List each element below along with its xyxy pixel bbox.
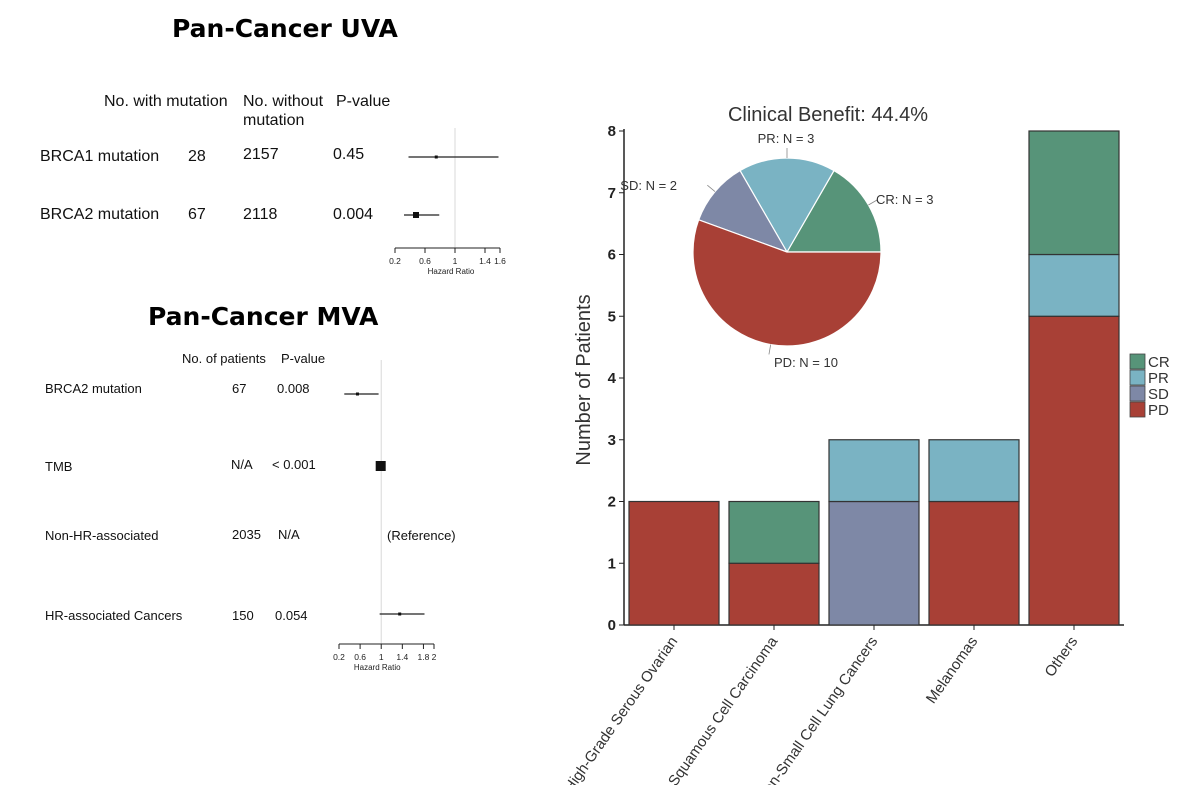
mva-title: Pan-Cancer MVA [148,302,379,331]
legend-label-cr: CR [1148,354,1170,371]
pie-label: PD: N = 10 [774,355,838,370]
uva-panel: Pan-Cancer UVA No. with mutation No. wit… [0,0,540,290]
uva-row-label: BRCA1 mutation [40,148,160,165]
y-tick-label: 3 [608,432,616,449]
bar-pd [628,500,720,626]
y-tick-label: 4 [608,370,617,387]
uva-row-with: 67 [188,206,206,223]
hazard-ratio-marker [398,612,402,616]
y-axis-label: Number of Patients [573,294,595,465]
x-tick-label: High-Grade Serous Ovarian [561,634,682,785]
x-tick-label: 2 [432,652,437,662]
legend-label-pd: PD [1148,402,1169,419]
legend-swatch-cr [1129,353,1146,370]
bar-pr [928,439,1020,503]
pie-label: SD: N = 2 [620,178,677,193]
uva-col-p: P-value [336,93,391,110]
uva-row-label: BRCA2 mutation [40,206,160,223]
pie-slice-pd [692,219,882,347]
legend-label-pr: PR [1148,370,1169,387]
mva-row-n: N/A [231,457,253,472]
bar-pr [828,439,920,503]
mva-row-p: 0.054 [275,608,308,623]
uva-row-without: 2118 [243,206,278,223]
legend-swatch-sd [1129,385,1146,402]
y-tick-label: 5 [608,308,616,325]
legend-swatch-pr [1129,369,1146,386]
bar-sd [828,500,920,626]
mva-row-label: Non-HR-associated [45,528,159,543]
uva-row-without: 2157 [243,146,279,163]
x-tick-label: 1 [379,652,384,662]
pie-leader-line [868,199,878,206]
uva-row-with: 28 [188,148,206,165]
bar-cr [728,500,820,564]
x-tick-label: 1 [453,256,458,266]
bar-pr [1028,253,1120,317]
y-tick-label: 2 [608,494,616,511]
mva-row-p: N/A [278,527,300,542]
uva-row-p: 0.004 [333,206,374,223]
x-tick-label: Others [1042,634,1082,681]
y-tick-label: 0 [608,617,616,634]
y-tick-label: 7 [608,185,616,202]
legend-swatch-pd [1129,401,1146,418]
pie-label: CR: N = 3 [876,192,933,207]
x-tick-label: 1.4 [396,652,408,662]
x-tick-label: Melanomas [923,634,981,707]
uva-col-with: No. with mutation [104,93,228,110]
x-tick-label: 0.6 [354,652,366,662]
pie-slice-pr [739,157,835,254]
mva-row-p: < 0.001 [272,457,316,472]
uva-col-without-2: mutation [243,112,305,129]
hazard-ratio-marker [355,392,359,396]
legend-label-sd: SD [1148,386,1169,403]
mva-row-n: 67 [232,381,247,396]
x-tick-label: 1.8 [418,652,430,662]
x-tick-label: 1.6 [494,256,506,266]
uva-title: Pan-Cancer UVA [172,14,398,43]
mva-col-p: P-value [281,351,326,366]
mva-row-n: 150 [232,608,254,623]
x-tick-label: Squamous Cell Carcinoma [665,633,782,785]
pie-label: PR: N = 3 [758,131,815,146]
bar-pd [928,500,1020,626]
x-tick-label: 0.6 [419,256,431,266]
mva-row-n: 2035 [232,527,261,542]
pie-slice-cr [785,169,882,253]
mva-row-label: TMB [45,459,73,474]
bar-cr [1028,130,1120,256]
uva-forest-plot: 0.2 0.6 1 1.4 1.6 Hazard Ratio [389,128,506,276]
clinical-benefit-chart: Clinical Benefit: 44.4% Number of Patien… [561,104,1170,785]
y-tick-label: 6 [608,247,616,264]
x-tick-label: 0.2 [389,256,401,266]
uva-col-without: No. without [243,93,324,110]
mva-row-label: HR-associated Cancers [45,608,183,623]
chart-title: Clinical Benefit: 44.4% [728,104,928,126]
mva-col-n: No. of patients [182,351,266,366]
bar-pd [1028,315,1120,626]
pie-leader-line [768,344,772,355]
y-tick-label: 8 [608,123,616,140]
y-tick-label: 1 [608,555,616,572]
x-tick-label: 1.4 [479,256,491,266]
hazard-ratio-marker [375,461,386,471]
x-axis-label: Hazard Ratio [428,267,475,276]
mva-reference-note: (Reference) [387,528,456,543]
hazard-ratio-marker [413,212,419,218]
bar-pd [728,562,820,626]
mva-forest-plot: 0.2 0.6 1 1.4 1.8 2 Hazard Ratio [333,360,437,672]
pie-leader-line [707,184,716,192]
x-tick-label: 0.2 [333,652,345,662]
x-tick-label: Non-Small Cell Lung Cancers [754,634,881,785]
mva-panel: Pan-Cancer MVA No. of patients P-value B… [0,290,540,690]
x-axis-label: Hazard Ratio [354,663,401,672]
hazard-ratio-marker [434,155,438,159]
uva-row-p: 0.45 [333,146,365,163]
mva-row-label: BRCA2 mutation [45,381,142,396]
mva-row-p: 0.008 [277,381,310,396]
pie-slice-sd [697,169,789,254]
